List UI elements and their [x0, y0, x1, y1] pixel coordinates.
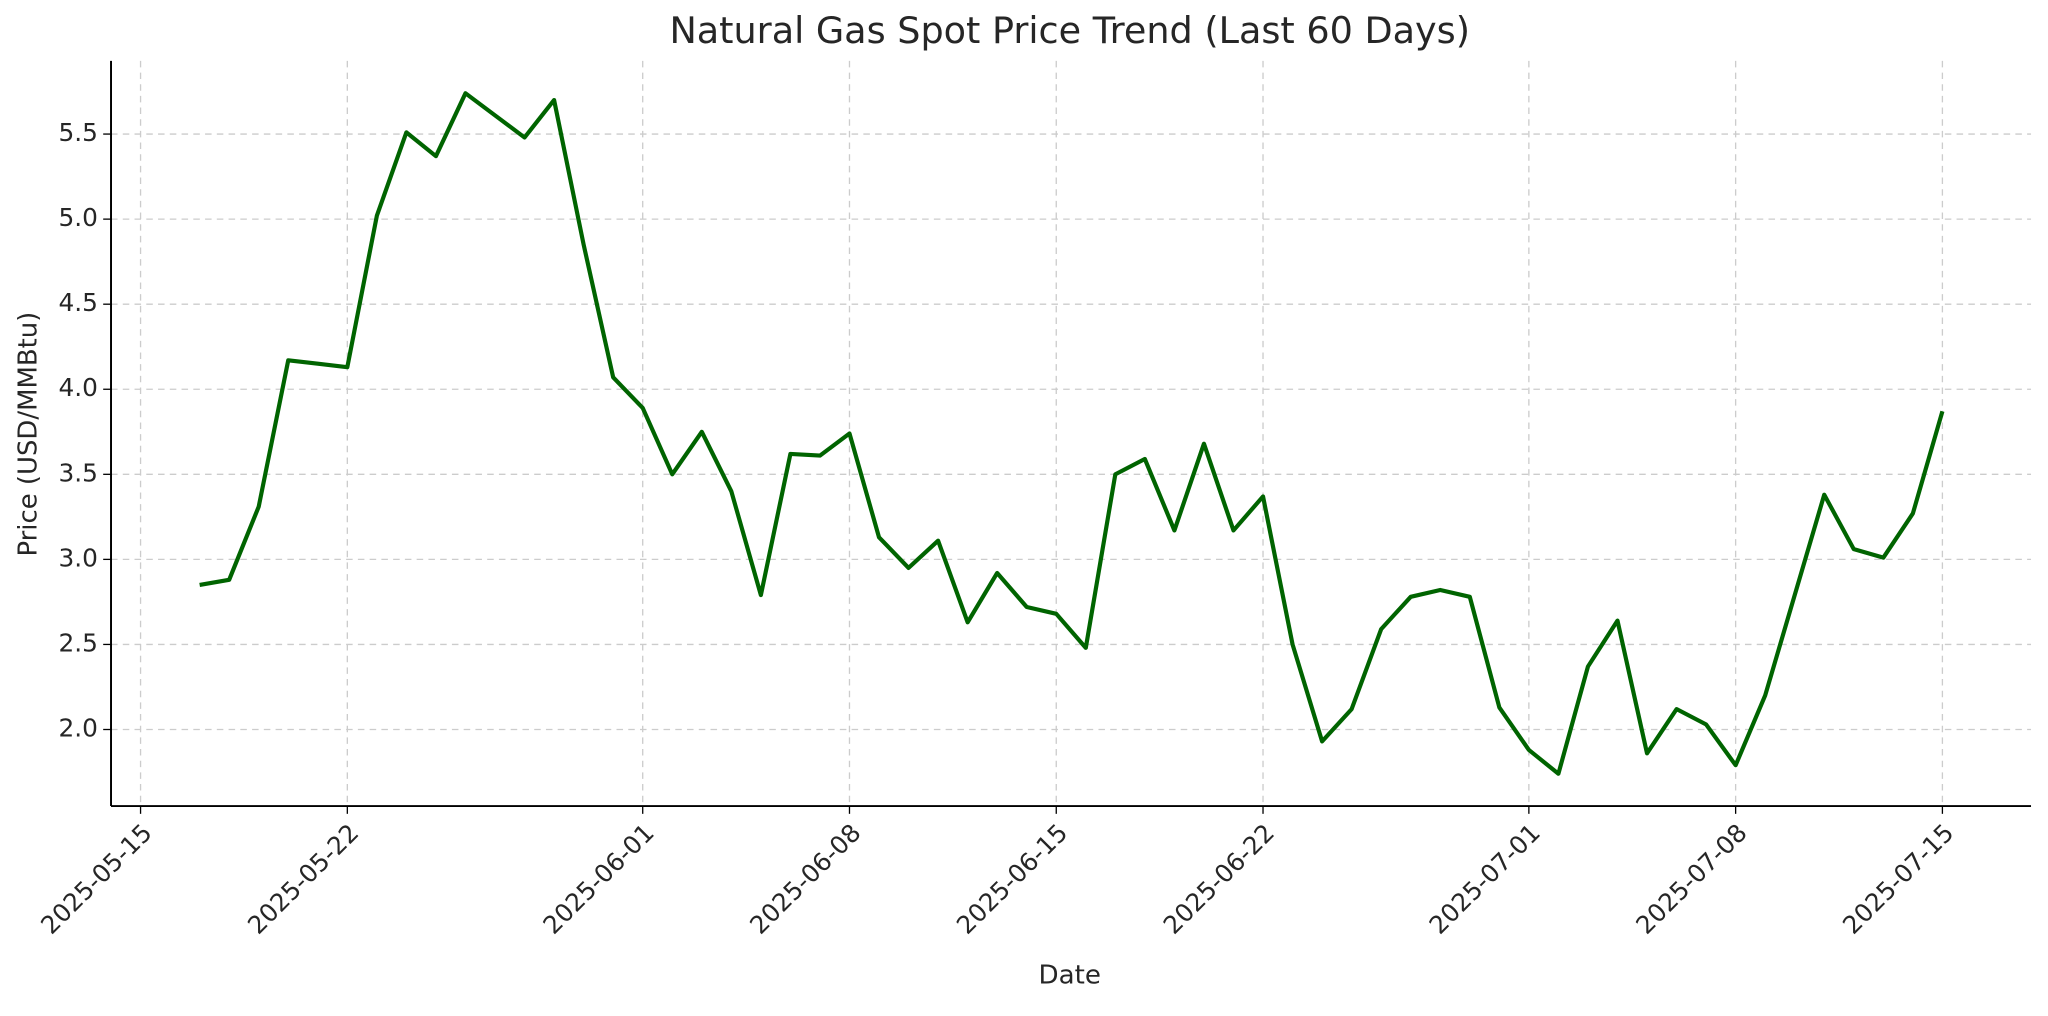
y-tick-label: 4.0	[59, 373, 98, 402]
y-tick-label: 5.5	[59, 118, 98, 147]
x-tick-label: 2025-06-15	[951, 818, 1074, 940]
y-tick-label: 2.0	[59, 714, 98, 743]
y-tick-label: 2.5	[59, 629, 98, 658]
x-tick-label: 2025-07-08	[1630, 818, 1753, 940]
x-tick-label: 2025-06-08	[744, 818, 867, 940]
x-tick-label: 2025-07-15	[1837, 818, 1960, 940]
x-tick-label: 2025-05-15	[35, 818, 158, 940]
y-tick-label: 3.5	[59, 458, 98, 487]
y-tick-label: 3.0	[59, 543, 98, 572]
y-axis-label: Price (USD/MMBtu)	[13, 312, 43, 557]
x-axis-label: Date	[1038, 960, 1100, 990]
y-tick-label: 5.0	[59, 203, 98, 232]
x-tick-label: 2025-05-22	[242, 818, 365, 940]
chart-title: Natural Gas Spot Price Trend (Last 60 Da…	[669, 9, 1470, 52]
x-tick-label: 2025-06-22	[1158, 818, 1281, 940]
x-tick-label: 2025-07-01	[1423, 818, 1546, 940]
price-line	[199, 91, 1945, 776]
y-tick-label: 4.5	[59, 288, 98, 317]
x-tick-label: 2025-06-01	[537, 818, 660, 940]
